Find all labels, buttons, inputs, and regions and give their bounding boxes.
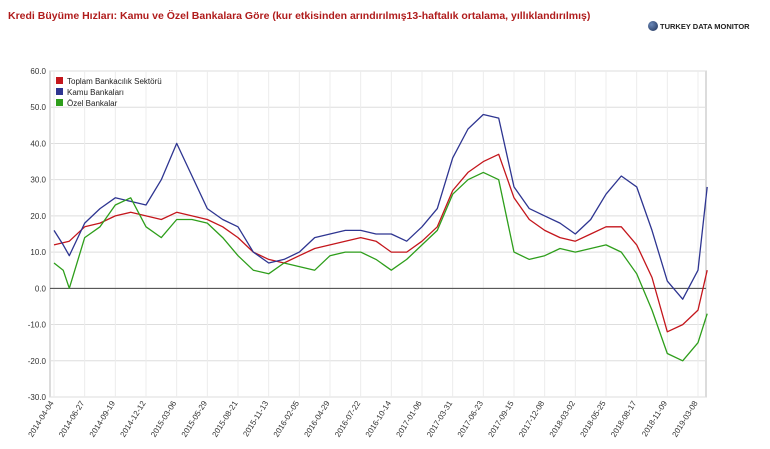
y-tick-label: 50.0	[30, 103, 46, 112]
brand-name: TURKEY DATA MONITOR	[660, 21, 750, 31]
x-tick-label: 2016-10-14	[364, 399, 394, 439]
x-tick-label: 2016-02-05	[272, 399, 302, 439]
x-axis: 2014-04-04 2014-06-27 2014-09-19 2014-12-12…	[26, 399, 700, 439]
y-tick-label: -30.0	[28, 393, 47, 402]
x-tick-label: 2015-11-13	[241, 399, 270, 438]
chart-title: Kredi Büyüme Hızları: Kamu ve Özel Banka…	[8, 10, 591, 22]
y-tick-label: -20.0	[28, 357, 47, 366]
y-tick-label: 10.0	[30, 248, 46, 257]
x-tick-label: 2014-06-27	[57, 399, 87, 439]
x-tick-label: 2014-04-04	[26, 399, 56, 439]
legend-label: Özel Bankalar	[67, 99, 118, 108]
y-tick-label: 20.0	[30, 212, 46, 221]
y-tick-label: 30.0	[30, 176, 46, 185]
y-tick-label: 40.0	[30, 139, 46, 148]
legend-label: Kamu Bankaları	[67, 88, 124, 97]
x-tick-label: 2014-09-19	[88, 399, 118, 439]
x-tick-label: 2015-08-21	[210, 399, 240, 439]
x-tick-label: 2018-11-09	[640, 399, 669, 438]
x-tick-label: 2017-06-23	[456, 399, 486, 439]
series-lines	[53, 113, 708, 362]
x-tick-label: 2018-05-25	[578, 399, 608, 439]
x-tick-label: 2017-03-31	[425, 399, 455, 439]
x-tick-label: 2018-08-17	[609, 399, 639, 439]
brand-logo: TURKEY DATA MONITOR	[648, 21, 750, 31]
legend-swatch	[56, 88, 63, 95]
legend-swatch	[56, 77, 63, 84]
x-tick-label: 2016-07-22	[333, 399, 363, 439]
y-axis: 60.0 50.0 40.0 30.0 20.0 10.0 0.0 -10.0 -20.0 -30…	[28, 67, 47, 402]
x-tick-label: 2016-04-29	[302, 399, 332, 439]
legend: Toplam Bankacılık Sektörü Kamu Bankaları Ö…	[56, 77, 162, 108]
x-tick-label: 2019-03-08	[670, 399, 700, 439]
legend-label: Toplam Bankacılık Sektörü	[67, 77, 162, 86]
x-tick-label: 2015-05-29	[180, 399, 210, 439]
series-line-2	[53, 171, 708, 362]
legend-swatch	[56, 99, 63, 106]
globe-icon	[648, 21, 658, 31]
x-tick-label: 2017-01-06	[394, 399, 424, 439]
y-tick-label: 0.0	[35, 284, 47, 293]
y-tick-label: -10.0	[28, 321, 47, 330]
series-line-0	[53, 153, 708, 333]
series-line-1	[53, 113, 708, 300]
y-tick-label: 60.0	[30, 67, 46, 76]
x-tick-label: 2017-09-15	[486, 399, 516, 439]
x-tick-label: 2018-03-02	[548, 399, 578, 439]
x-tick-label: 2014-12-12	[118, 399, 148, 439]
x-tick-label: 2015-03-06	[149, 399, 179, 439]
x-tick-label: 2017-12-08	[517, 399, 547, 439]
